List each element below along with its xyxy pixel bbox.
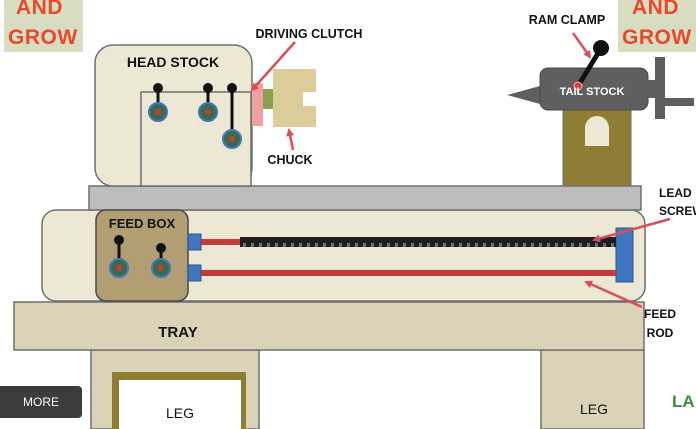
screw-label: SCREW — [659, 204, 696, 218]
tail-stock-center — [507, 86, 540, 104]
arrow-driving-clutch — [250, 41, 296, 92]
ram-clamp-knob — [593, 40, 609, 56]
brand-badge-right: AND GROW — [618, 0, 696, 52]
chuck-label: CHUCK — [267, 153, 312, 167]
feed-box-label: FEED BOX — [109, 216, 176, 231]
arrow-feed-rod — [584, 280, 643, 309]
channel-watermark[interactable]: LA — [672, 392, 696, 429]
more-videos-button[interactable]: MORE VIDEOS — [0, 386, 82, 429]
right-leg — [540, 349, 645, 429]
driving-clutch-hub — [263, 89, 273, 109]
brand-line-1: AND — [16, 0, 63, 19]
ram-clamp-lever — [575, 47, 603, 89]
feed-box — [95, 209, 189, 302]
tail-stock-label: TAIL STOCK — [560, 86, 625, 98]
tail-stock-support-slot — [585, 128, 609, 146]
brand-line-2: GROW — [8, 26, 78, 49]
feed-rod — [201, 270, 616, 276]
rod-label: ROD — [647, 326, 674, 340]
ram-clamp-label: RAM CLAMP — [529, 13, 605, 27]
tray-label: TRAY — [158, 324, 197, 341]
head-stock-levers — [148, 83, 242, 149]
tail-stock-handwheel — [655, 57, 665, 119]
tail-stock-handle — [665, 98, 694, 106]
feed-box-bracket-bottom — [187, 264, 202, 282]
feed-box-levers — [109, 235, 171, 278]
arrow-chuck — [286, 128, 295, 151]
lathe-bed — [88, 185, 642, 211]
feed-label: FEED — [644, 307, 676, 321]
feed-box-bracket-top — [187, 233, 202, 251]
arrow-ram-clamp — [571, 32, 592, 59]
driving-clutch-label: DRIVING CLUTCH — [256, 27, 363, 41]
lead-label: LEAD — [659, 186, 692, 200]
head-stock-label: HEAD STOCK — [127, 54, 219, 70]
leg-left-label: LEG — [166, 405, 194, 421]
left-leg-panel-inner — [119, 380, 241, 429]
watermark-text: LA — [672, 392, 695, 411]
end-bracket — [615, 227, 634, 283]
leg-right-label: LEG — [580, 401, 608, 417]
driving-clutch-disc — [252, 83, 263, 126]
lead-screw-thread — [240, 237, 616, 247]
brand-badge-left: AND GROW — [4, 0, 83, 52]
brand-line-2: GROW — [622, 26, 692, 49]
pointer-arrows — [250, 32, 671, 309]
chuck — [273, 69, 316, 127]
tray — [13, 301, 645, 351]
brand-line-1: AND — [632, 0, 679, 19]
ram-clamp-pivot — [573, 81, 583, 91]
arrow-lead-screw — [592, 217, 671, 243]
